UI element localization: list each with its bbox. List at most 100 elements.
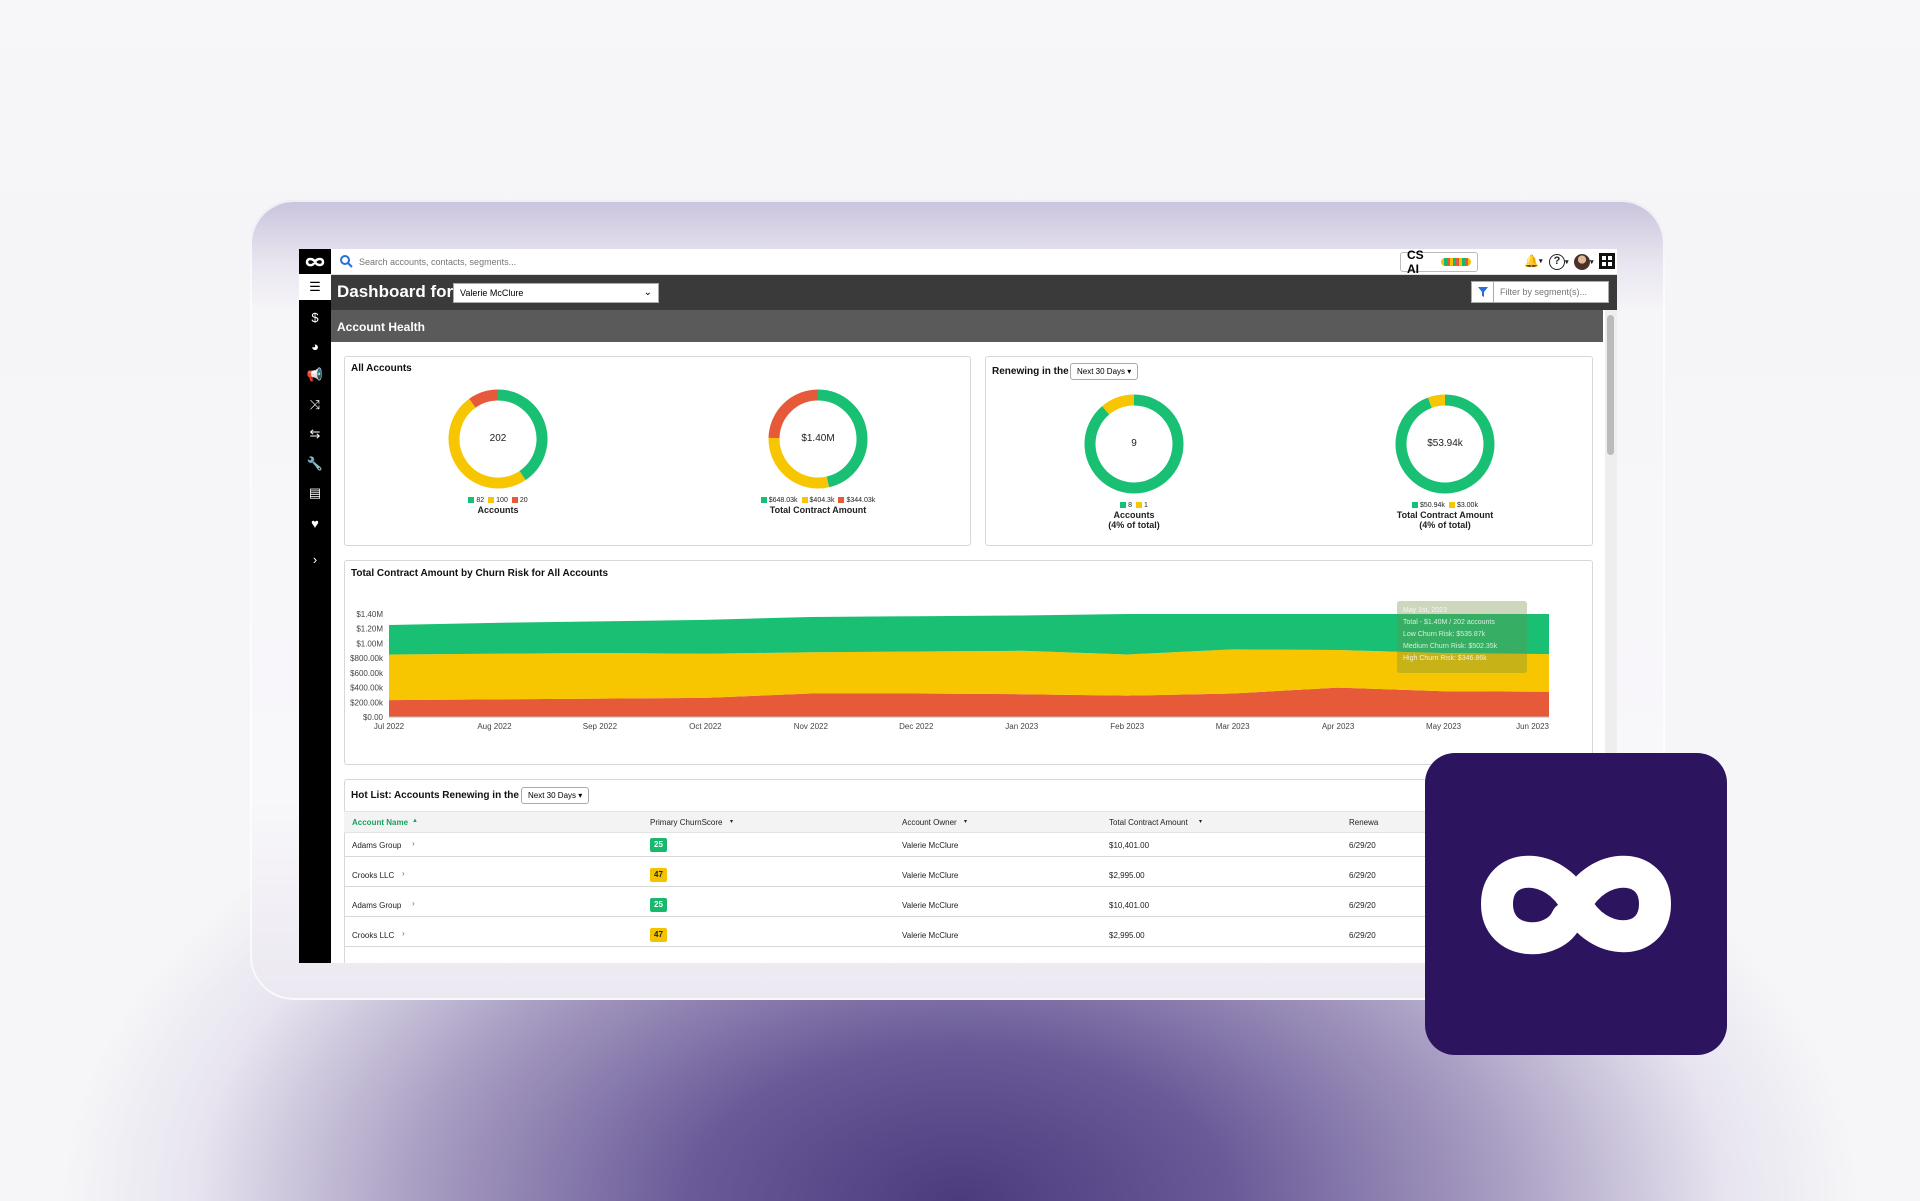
account-name-link[interactable]: Crooks LLC: [352, 931, 395, 940]
table-row[interactable]: Crooks LLC 47 Valerie McClure $2,995.00 6/29…: [344, 923, 1593, 947]
shuffle-icon[interactable]: ⤨: [309, 397, 321, 412]
chevron-right-icon[interactable]: ›: [412, 839, 415, 848]
contract-amount-donut[interactable]: [765, 386, 871, 492]
x-tick-label: Mar 2023: [1216, 722, 1250, 731]
wrench-icon[interactable]: 🔧: [306, 456, 324, 471]
sort-asc-icon[interactable]: ▲: [412, 818, 418, 824]
legend-item: 20: [511, 497, 528, 504]
contract-donut-legend: $648.03k $404.3k $344.03k: [718, 497, 918, 504]
renewing-accounts-center: 9: [1131, 438, 1137, 449]
chevron-right-icon[interactable]: ›: [412, 899, 415, 908]
apps-grid-icon[interactable]: [1599, 253, 1615, 269]
sort-icon[interactable]: ▾: [964, 819, 968, 825]
churn-score-badge: 25: [650, 838, 667, 852]
donut-slice: [1102, 394, 1135, 415]
brand-logo-tile: [1425, 753, 1727, 1055]
renewing-contract-center: $53.94k: [1427, 438, 1463, 449]
search-input[interactable]: [359, 254, 659, 270]
owner-select[interactable]: Valerie McClure ⌄: [453, 283, 659, 303]
column-header[interactable]: Account Owner: [902, 818, 957, 827]
hot-list-period-select[interactable]: Next 30 Days ▾: [521, 787, 590, 804]
label-line: (4% of total): [1108, 520, 1160, 530]
nav-rail: ☰ $ ◕ 📢 ⤨ ⇆ 🔧 ▤ ♥ ›: [299, 249, 331, 963]
donut-slice: [1084, 394, 1184, 494]
dollar-icon[interactable]: $: [311, 309, 319, 325]
cs-ai-button[interactable]: CS AI: [1400, 249, 1478, 276]
search-icon: [340, 255, 353, 268]
area-series-medium-churn-risk: [389, 649, 1549, 701]
account-name-link[interactable]: Adams Group: [352, 901, 402, 910]
renewing-contract-legend: $50.94k $3.00k: [1345, 502, 1545, 509]
account-name-link[interactable]: Adams Group: [352, 841, 402, 850]
pie-chart-icon[interactable]: ◕: [311, 338, 319, 354]
contract-donut-label: Total Contract Amount: [769, 505, 867, 515]
renewing-period-value: Next 30 Days: [1077, 367, 1126, 376]
chevron-right-icon[interactable]: ›: [402, 869, 405, 878]
renewing-accounts-legend: 8 1: [1034, 502, 1234, 509]
signpost-icon[interactable]: ⇆: [309, 426, 321, 441]
x-tick-label: May 2023: [1426, 722, 1462, 731]
column-header[interactable]: Renewa: [1349, 818, 1379, 827]
cs-ai-label: CS AI: [1407, 249, 1424, 276]
table-row[interactable]: Crooks LLC 47 Valerie McClure $2,995.00 6/29…: [344, 863, 1593, 887]
heartbeat-icon[interactable]: ♥: [311, 515, 319, 531]
sort-icon[interactable]: ▾: [1199, 819, 1203, 825]
y-tick-label: $0.00: [363, 713, 384, 722]
legend-value: $344.03k: [846, 497, 876, 504]
donut-slice: [497, 389, 548, 481]
sort-icon[interactable]: ▾: [730, 819, 734, 825]
churn-area-chart[interactable]: $1.40M $1.20M $1.00M $800.00k $600.00k $400.0…: [344, 579, 1593, 765]
segment-filter-input[interactable]: Filter by segment(s)...: [1493, 281, 1609, 303]
logo-icon[interactable]: [299, 249, 331, 275]
column-header[interactable]: Account Name: [352, 818, 409, 827]
legend-item: $50.94k: [1412, 502, 1445, 509]
table-row[interactable]: Adams Group 25 Valerie McClure $10,401.00 6/…: [344, 833, 1593, 857]
area-series-high-churn-risk: [389, 687, 1549, 717]
churn-score-badge: 47: [650, 868, 667, 882]
contract-amount: $10,401.00: [1109, 841, 1150, 850]
renewing-accounts-donut[interactable]: [1081, 391, 1187, 497]
y-tick-label: $1.00M: [356, 639, 383, 648]
legend-value: 8: [1128, 502, 1132, 509]
renewing-contract-donut[interactable]: [1392, 391, 1498, 497]
account-owner: Valerie McClure: [902, 841, 959, 850]
avatar[interactable]: ▾: [1574, 254, 1594, 270]
x-tick-label: Sep 2022: [583, 722, 618, 731]
label-line: Total Contract Amount: [1396, 510, 1494, 520]
megaphone-icon[interactable]: 📢: [306, 367, 324, 382]
legend-item: $344.03k: [838, 497, 875, 504]
legend-item: 100: [488, 497, 508, 504]
legend-value: $648.03k: [768, 497, 798, 504]
chevron-down-icon: ▾: [578, 791, 583, 800]
hot-list-panel: [344, 779, 1593, 963]
dashboard-header: Dashboard for Valerie McClure ⌄ Filter by…: [331, 275, 1617, 310]
x-tick-label: Apr 2023: [1322, 722, 1355, 731]
renewing-period-select[interactable]: Next 30 Days ▾: [1070, 363, 1139, 380]
table-row[interactable]: Adams Group 25 Valerie McClure $10,401.00 6/…: [344, 893, 1593, 917]
filter-button[interactable]: [1471, 281, 1493, 303]
chart-tooltip: May 1st, 2023 Total - $1.40M / 202 accou…: [1397, 601, 1527, 673]
x-tick-label: Aug 2022: [477, 722, 512, 731]
renewal-date: 6/29/20: [1349, 901, 1376, 910]
hot-list-period-value: Next 30 Days: [528, 791, 577, 800]
expand-chevron-icon[interactable]: ›: [312, 551, 318, 567]
chevron-right-icon[interactable]: ›: [402, 929, 405, 938]
help-button[interactable]: ? ▾: [1549, 254, 1569, 270]
scrollbar-thumb[interactable]: [1607, 315, 1614, 455]
churn-score-badge: 25: [650, 898, 667, 912]
renewing-title: Renewing in the: [992, 366, 1069, 377]
legend-value: 100: [496, 497, 508, 504]
document-icon[interactable]: ▤: [308, 485, 322, 500]
donut-slice: [1395, 394, 1495, 494]
hot-list-header: Account Name ▲ Primary ChurnScore ▾ Account …: [344, 811, 1593, 833]
column-header[interactable]: Primary ChurnScore: [650, 818, 723, 827]
legend-value: 82: [476, 497, 485, 504]
dashboard-sliders-icon[interactable]: ☰: [299, 274, 331, 300]
donut-slice: [469, 389, 499, 408]
notification-bell-icon[interactable]: 🔔 ▾: [1524, 254, 1543, 268]
column-header[interactable]: Total Contract Amount: [1109, 818, 1188, 827]
churn-score-badge: 47: [650, 928, 667, 942]
account-name-link[interactable]: Crooks LLC: [352, 871, 395, 880]
x-tick-label: Dec 2022: [899, 722, 934, 731]
accounts-donut[interactable]: [445, 386, 551, 492]
